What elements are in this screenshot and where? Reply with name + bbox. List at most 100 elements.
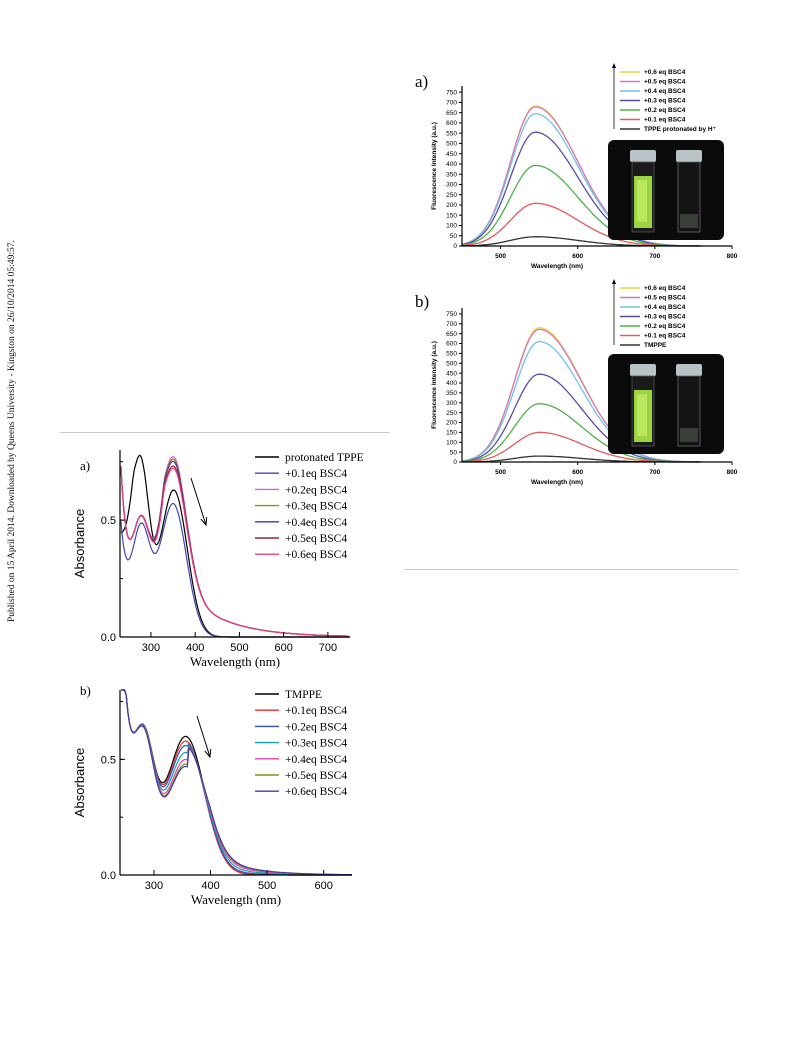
legend-item: +0.1eq BSC4 [255,705,347,717]
x-tick-label: 800 [727,469,738,476]
legend-item: +0.1 eq BSC4 [620,117,686,124]
legend-item: +0.6 eq BSC4 [620,69,686,76]
legend-label: +0.3 eq BSC4 [644,98,686,105]
legend-label: +0.4 eq BSC4 [644,304,686,311]
legend-item: +0.3 eq BSC4 [620,98,686,105]
x-tick-label: 700 [319,642,337,654]
vials-photo [608,354,724,454]
legend-label: +0.1 eq BSC4 [644,117,686,124]
y-tick-label: 450 [446,370,457,377]
panel-letter-left-a: a) [80,458,91,473]
legend-label: +0.2eq BSC4 [285,484,347,496]
legend-item: +0.5 eq BSC4 [620,295,686,302]
legend-item: +0.3 eq BSC4 [620,314,686,321]
legend-label: TMPPE [644,342,667,349]
vial-cap-left [630,150,656,162]
y-tick-label: 100 [446,223,457,230]
y-tick-label: 250 [446,192,457,199]
vial-left-glow [637,180,647,222]
legend-label: protonated TPPE [285,452,364,464]
x-tick-label: 600 [572,469,583,476]
legend-arrow-head [612,279,616,284]
legend-label: +0.5eq BSC4 [285,770,347,782]
vial-right-liquid [680,214,698,228]
series-line [121,689,352,876]
y-tick-label: 100 [446,439,457,446]
legend-item: +0.4eq BSC4 [255,517,347,529]
legend-label: +0.6 eq BSC4 [644,285,686,292]
legend-label: TPPE protonated by H⁺ [644,126,716,133]
y-tick-label: 350 [446,171,457,178]
legend-label: TMPPE [285,689,322,701]
y-tick-label: 300 [446,182,457,189]
y-tick-label: 200 [446,202,457,209]
x-tick-label: 700 [649,253,660,260]
legend-item: +0.4 eq BSC4 [620,304,686,311]
citation-text: Published on 15 April 2014. Downloaded b… [7,240,17,622]
vial-left-glow [637,394,647,436]
legend-label: +0.4 eq BSC4 [644,88,686,95]
legend-item: +0.2 eq BSC4 [620,323,686,330]
legend-item: +0.2eq BSC4 [255,721,347,733]
legend-item: +0.4eq BSC4 [255,754,347,766]
vial-right-liquid [680,428,698,442]
y-tick-label: 150 [446,212,457,219]
legend-label: +0.6 eq BSC4 [644,69,686,76]
legend-label: +0.5 eq BSC4 [644,79,686,86]
photo-background [608,354,724,454]
y-tick-label: 0.0 [101,632,116,644]
x-tick-label: 400 [201,880,219,892]
x-tick-label: 600 [572,253,583,260]
y-tick-label: 350 [446,390,457,397]
legend-item: +0.2eq BSC4 [255,484,347,496]
legend-arrow-head [612,63,616,68]
panel-letter-right-b: b) [415,292,430,311]
vial-cap-right [676,364,702,376]
legend-item: +0.2 eq BSC4 [620,107,686,114]
fluorescence-chart-a: 0 50 100 150 200 250 300 350 400 450 500 550 600 650 7… [431,63,738,270]
y-tick-label: 750 [446,311,457,318]
x-tick-label: 700 [649,469,660,476]
series-line [121,689,352,876]
y-tick-label: 150 [446,430,457,437]
y-tick-label: 0 [453,243,457,250]
y-tick-label: 400 [446,161,457,168]
y-tick-label: 600 [446,341,457,348]
y-tick-label: 50 [450,449,458,456]
x-tick-label: 300 [145,880,163,892]
y-tick-label: 0.5 [101,515,116,527]
y-tick-label: 650 [446,331,457,338]
series-line [121,689,352,876]
y-tick-label: 500 [446,141,457,148]
x-tick-label: 500 [230,642,248,654]
legend-label: +0.6eq BSC4 [285,786,347,798]
x-tick-label: 300 [142,642,160,654]
trend-arrow-head [204,748,212,759]
legend-label: +0.4eq BSC4 [285,754,347,766]
legend-item: +0.3eq BSC4 [255,501,347,513]
legend-label: +0.5eq BSC4 [285,533,347,545]
legend-item: +0.6eq BSC4 [255,786,347,798]
y-tick-label: 0.5 [101,754,116,766]
series-line [121,689,352,876]
legend-item: +0.5eq BSC4 [255,770,347,782]
legend-label: +0.5 eq BSC4 [644,295,686,302]
legend-item: +0.6 eq BSC4 [620,285,686,292]
divider-right [404,569,738,570]
vial-cap-right [676,150,702,162]
y-tick-label: 600 [446,120,457,127]
trend-arrow [196,715,211,758]
legend-label: +0.3eq BSC4 [285,738,347,750]
y-tick-label: 700 [446,321,457,328]
y-tick-label: 550 [446,130,457,137]
y-tick-label: 700 [446,100,457,107]
divider-left [60,432,390,433]
y-tick-label: 400 [446,380,457,387]
trend-arrow [190,477,207,526]
x-tick-label: 500 [495,253,506,260]
absorbance-chart-a: 0.0 0.5 300 400 500 600 700 Wavelength (nm) Abso… [72,450,364,669]
series-line [120,466,350,637]
y-tick-label: 750 [446,89,457,96]
legend-item: TPPE protonated by H⁺ [620,126,716,133]
y-tick-label: 0.0 [101,870,116,882]
